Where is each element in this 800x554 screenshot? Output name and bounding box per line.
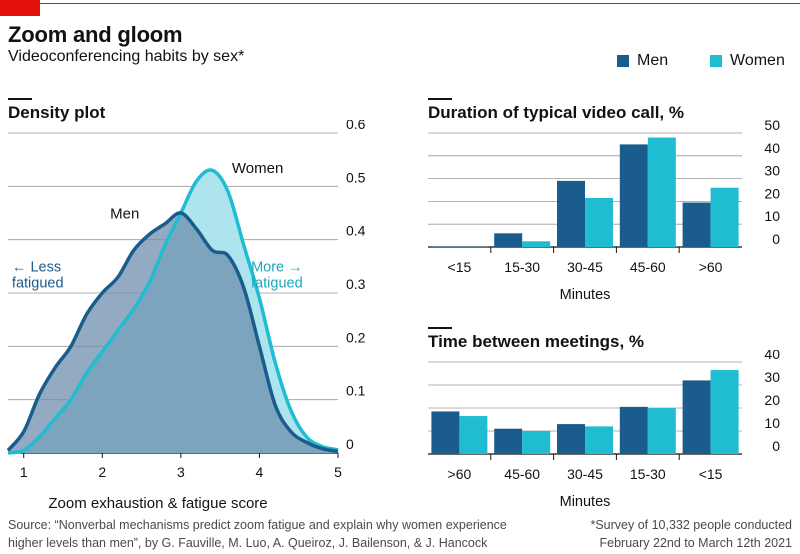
legend-women-swatch	[710, 55, 722, 67]
density-x-tick: 3	[177, 464, 185, 480]
less-fatigued-label: ← Less	[12, 260, 61, 276]
density-y-tick: 0.2	[346, 329, 366, 345]
note-line-1: *Survey of 10,332 people conducted	[590, 518, 792, 532]
between-bar-women	[647, 408, 676, 454]
duration-panel-rule	[428, 98, 452, 100]
between-panel-rule	[428, 327, 452, 329]
duration-x-tick: >60	[699, 259, 723, 275]
legend-men-label: Men	[637, 52, 669, 69]
between-bar-men	[431, 411, 460, 454]
between-y-tick: 30	[764, 369, 780, 385]
between-y-tick: 10	[764, 415, 780, 431]
duration-x-tick: 30-45	[567, 259, 603, 275]
duration-bar-women	[585, 197, 613, 247]
between-x-tick: <15	[699, 466, 723, 482]
top-rule	[0, 3, 800, 4]
density-panel-rule	[8, 98, 32, 100]
between-x-tick: 15-30	[630, 466, 666, 482]
legend-men: Men	[617, 52, 668, 70]
density-x-axis-label: Zoom exhaustion & fatigue score	[48, 495, 267, 512]
duration-bar-chart: 0 10 20 30 40 50 <15 15-30 30-45 45-60 >60 Minutes	[428, 120, 780, 303]
duration-bar-women	[522, 241, 551, 247]
duration-x-tick: 15-30	[504, 259, 540, 275]
women-curve-label: Women	[232, 160, 283, 177]
between-bar-men	[619, 406, 648, 454]
duration-y-tick: 30	[764, 163, 780, 179]
between-bar-women	[710, 370, 739, 454]
density-y-tick: 0.4	[346, 223, 366, 239]
between-bar-men	[557, 424, 585, 454]
more-fatigued-label: fatigued	[251, 276, 303, 292]
chart-subtitle: Videoconferencing habits by sex*	[8, 48, 245, 65]
duration-panel-title: Duration of typical video call, %	[428, 103, 684, 122]
chart-title: Zoom and gloom	[8, 22, 183, 47]
duration-bar-men	[619, 144, 648, 247]
duration-x-axis-label: Minutes	[560, 287, 611, 303]
duration-y-tick: 40	[764, 140, 780, 156]
legend-women-label: Women	[730, 52, 785, 69]
duration-bar-men	[557, 180, 585, 247]
density-y-tick: 0.3	[346, 276, 366, 292]
between-x-axis-label: Minutes	[560, 494, 611, 510]
between-bar-women	[585, 426, 613, 454]
less-fatigued-label: fatigued	[12, 276, 64, 292]
density-x-tick: 4	[256, 464, 264, 480]
men-density-line	[6, 211, 339, 454]
brand-tag	[0, 0, 40, 16]
duration-y-tick: 10	[764, 208, 780, 224]
duration-y-tick: 0	[772, 231, 780, 247]
duration-x-tick: <15	[448, 259, 472, 275]
between-y-tick: 0	[772, 438, 780, 454]
between-x-tick: >60	[448, 466, 472, 482]
between-x-tick: 30-45	[567, 466, 603, 482]
between-y-tick: 40	[764, 350, 780, 362]
legend-women: Women	[710, 52, 785, 70]
between-bar-men	[494, 428, 523, 454]
legend-men-swatch	[617, 55, 629, 67]
density-x-tick: 5	[334, 464, 342, 480]
between-bar-women	[459, 416, 488, 454]
men-curve-label: Men	[110, 205, 139, 222]
density-y-tick: 0.5	[346, 169, 366, 185]
between-bar-women	[522, 431, 551, 454]
density-y-tick: 0	[346, 436, 354, 452]
density-panel-title: Density plot	[8, 103, 106, 122]
duration-bar-men	[494, 233, 523, 247]
duration-x-tick: 45-60	[630, 259, 666, 275]
survey-note: *Survey of 10,332 people conducted Febru…	[590, 516, 792, 552]
women-density-line	[7, 168, 339, 455]
between-panel-title: Time between meetings, %	[428, 332, 645, 351]
duration-bar-men	[682, 202, 711, 247]
duration-bar-women	[647, 137, 676, 247]
density-y-tick: 0.6	[346, 120, 366, 132]
duration-y-tick: 50	[764, 120, 780, 133]
source-line-2: higher levels than men”, by G. Fauville,…	[8, 536, 488, 550]
source-note: Source: “Nonverbal mechanisms predict zo…	[8, 516, 507, 552]
men-density-area	[8, 212, 338, 453]
between-bar-men	[682, 380, 711, 454]
density-x-tick: 1	[20, 464, 28, 480]
source-line-1: Source: “Nonverbal mechanisms predict zo…	[8, 518, 507, 532]
between-y-tick: 20	[764, 392, 780, 408]
duration-y-tick: 20	[764, 185, 780, 201]
note-line-2: February 22nd to March 12th 2021	[599, 536, 792, 550]
density-y-tick: 0.1	[346, 383, 366, 399]
between-bar-chart: 0 10 20 30 40 >60 45-60 30-45 15-30 <15 Minutes	[428, 350, 780, 510]
duration-bar-women	[710, 187, 739, 247]
more-fatigued-label: More →	[251, 260, 303, 276]
density-x-tick: 2	[98, 464, 106, 480]
between-x-tick: 45-60	[504, 466, 540, 482]
